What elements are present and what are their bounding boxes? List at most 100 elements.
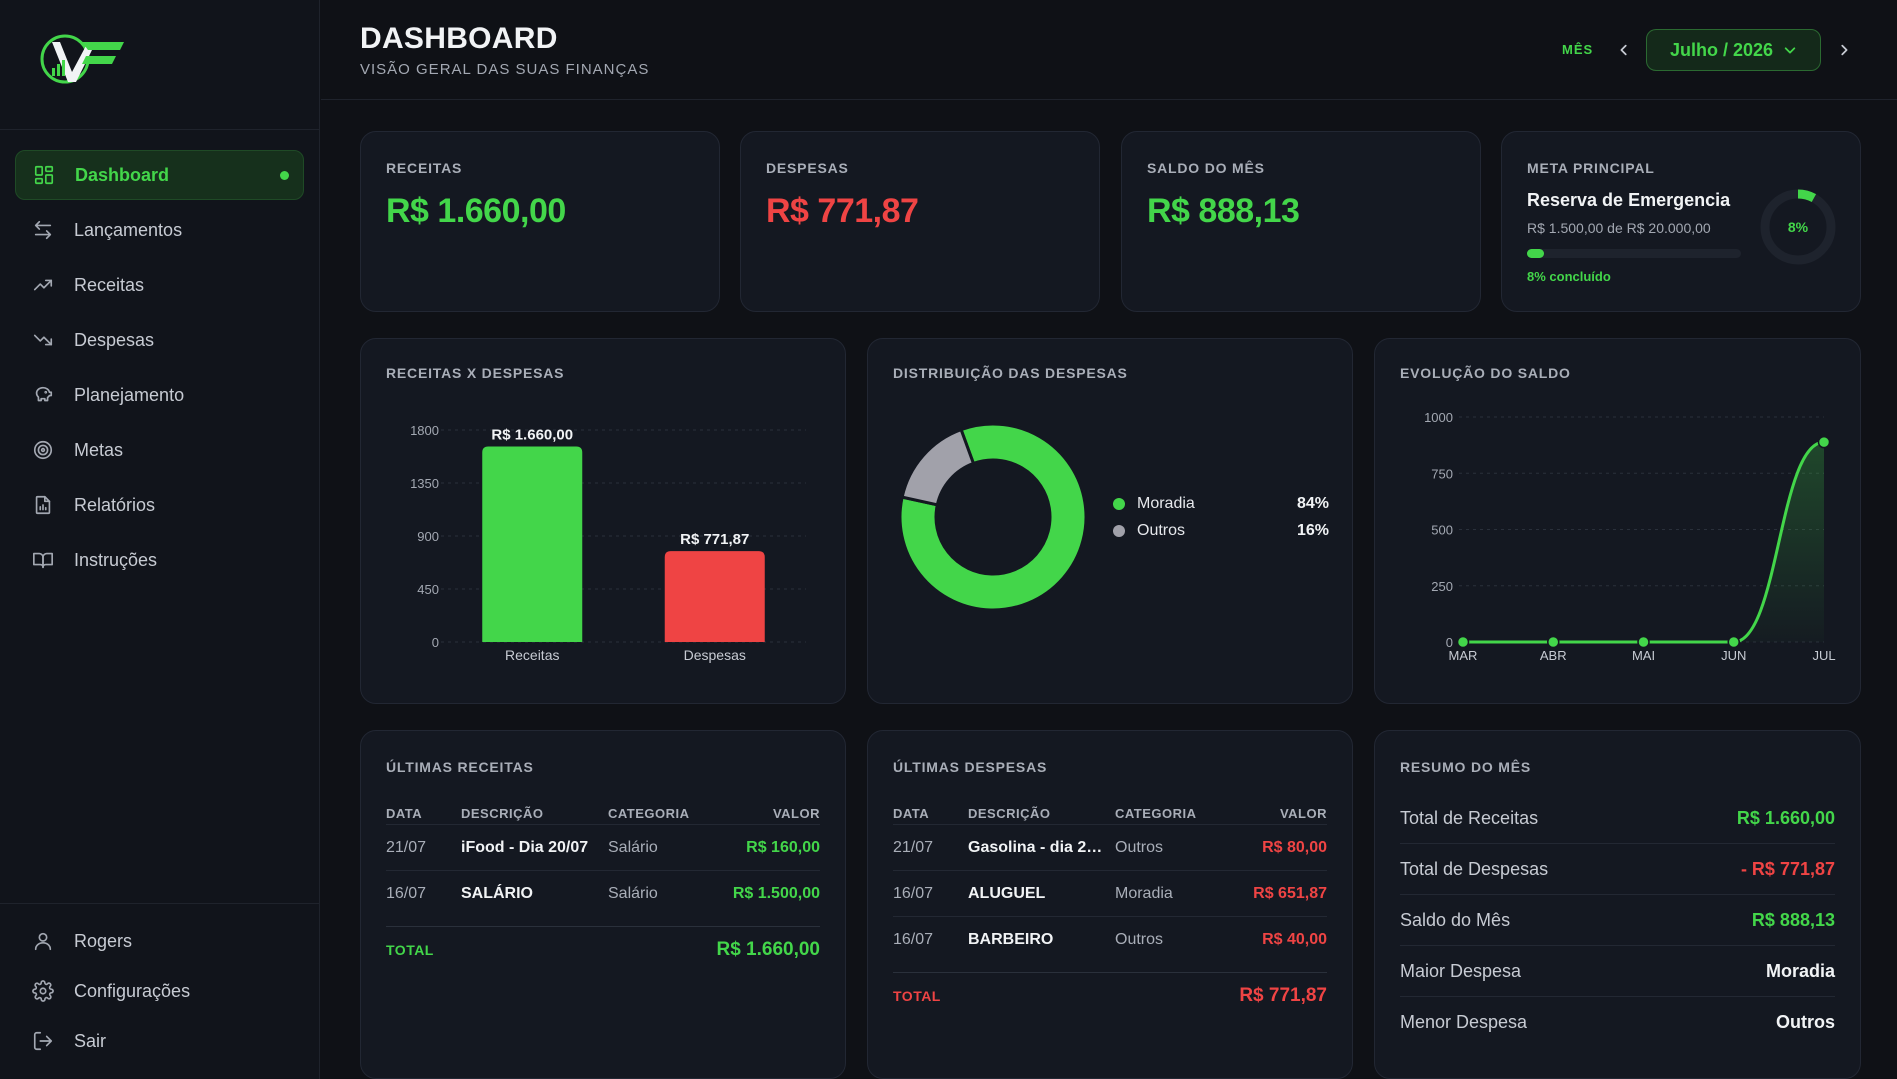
- row-category: Outros: [1115, 931, 1164, 948]
- sidebar-item-instrucoes[interactable]: Instruções: [15, 535, 304, 585]
- bar[interactable]: [664, 551, 765, 642]
- y-tick-label: 1350: [410, 476, 439, 491]
- column-header-category: CATEGORIA: [608, 806, 690, 821]
- summary-row-total-despesas: Total de Despesas - R$ 771,87: [1400, 844, 1835, 895]
- previous-month-button[interactable]: [1614, 38, 1634, 62]
- donut-chart-card: DISTRIBUIÇÃO DAS DESPESAS Moradia 84% Ou…: [867, 338, 1353, 704]
- app-logo[interactable]: [38, 32, 126, 86]
- month-select[interactable]: Julho / 2026: [1646, 29, 1821, 71]
- x-tick-label: MAR: [1449, 648, 1478, 663]
- arrows-swap-icon: [31, 218, 55, 242]
- x-tick-label: ABR: [1540, 648, 1567, 663]
- sidebar-item-relatorios[interactable]: Relatórios: [15, 480, 304, 530]
- row-category: Outros: [1115, 839, 1164, 856]
- report-icon: [31, 493, 55, 517]
- table-row[interactable]: 21/07 iFood - Dia 20/07 Salário R$ 160,0…: [386, 824, 820, 870]
- sidebar-nav: Dashboard Lançamentos Receitas Despesas: [0, 130, 319, 585]
- sidebar-item-label: Lançamentos: [74, 219, 183, 240]
- total-label: TOTAL: [386, 942, 434, 958]
- goal-card[interactable]: META PRINCIPAL Reserva de Emergencia R$ …: [1501, 131, 1861, 312]
- logout-icon: [31, 1029, 55, 1053]
- row-date: 16/07: [893, 885, 934, 902]
- table-row[interactable]: 21/07 Gasolina - dia 20... Outros R$ 80,…: [893, 824, 1327, 870]
- line-area: [1463, 442, 1824, 642]
- bar[interactable]: [482, 446, 583, 642]
- bar-value-label: R$ 1.660,00: [491, 426, 573, 443]
- sidebar-item-metas[interactable]: Metas: [15, 425, 304, 475]
- logo-area: [0, 0, 319, 130]
- row-date: 16/07: [893, 931, 934, 948]
- sidebar-item-configuracoes[interactable]: Configurações: [15, 968, 304, 1014]
- chart-title: DISTRIBUIÇÃO DAS DESPESAS: [893, 365, 1128, 381]
- month-summary-card: RESUMO DO MÊS Total de Receitas R$ 1.660…: [1374, 730, 1861, 1079]
- line-point[interactable]: [1547, 635, 1560, 649]
- row-category: Moradia: [1115, 885, 1173, 902]
- table-row[interactable]: 16/07 BARBEIRO Outros R$ 40,00: [893, 916, 1327, 962]
- legend-label: Outros: [1137, 522, 1186, 539]
- row-value: R$ 40,00: [1262, 931, 1327, 948]
- line-point[interactable]: [1637, 635, 1650, 649]
- latest-expenses-card: ÚLTIMAS DESPESAS DATA DESCRIÇÃO CATEGORI…: [867, 730, 1353, 1079]
- table-row[interactable]: 16/07 SALÁRIO Salário R$ 1.500,00: [386, 870, 820, 916]
- sidebar-item-label: Rogers: [74, 930, 133, 951]
- column-header-category: CATEGORIA: [1115, 806, 1197, 821]
- goal-name: Reserva de Emergencia: [1527, 190, 1731, 210]
- sidebar-item-lancamentos[interactable]: Lançamentos: [15, 205, 304, 255]
- sidebar-item-receitas[interactable]: Receitas: [15, 260, 304, 310]
- column-header-date: DATA: [893, 806, 930, 821]
- donut-slice[interactable]: [898, 422, 1088, 612]
- sidebar: Dashboard Lançamentos Receitas Despesas: [0, 0, 320, 1079]
- sidebar-item-label: Instruções: [74, 549, 158, 570]
- kpi-label: DESPESAS: [766, 160, 849, 176]
- row-value: R$ 1.500,00: [732, 885, 820, 902]
- sidebar-item-label: Dashboard: [75, 164, 170, 185]
- row-description: iFood - Dia 20/07: [461, 839, 589, 856]
- month-select-value: Julho / 2026: [1669, 39, 1774, 60]
- line-point[interactable]: [1456, 635, 1470, 649]
- chart-title: EVOLUÇÃO DO SALDO: [1400, 365, 1571, 381]
- sidebar-item-despesas[interactable]: Despesas: [15, 315, 304, 365]
- next-month-button[interactable]: [1834, 38, 1854, 62]
- legend-label: Moradia: [1137, 495, 1195, 512]
- sidebar-item-sair[interactable]: Sair: [15, 1018, 304, 1064]
- line-point[interactable]: [1817, 435, 1831, 449]
- table-row[interactable]: 16/07 ALUGUEL Moradia R$ 651,87: [893, 870, 1327, 916]
- card-title: ÚLTIMAS RECEITAS: [386, 759, 534, 775]
- kpi-value: R$ 888,13: [1147, 192, 1300, 230]
- row-description: SALÁRIO: [461, 885, 533, 902]
- latest-income-card: ÚLTIMAS RECEITAS DATA DESCRIÇÃO CATEGORI…: [360, 730, 846, 1079]
- legend-item-outros: Outros 16%: [1113, 519, 1329, 543]
- y-tick-label: 0: [432, 635, 439, 650]
- x-tick-label: Receitas: [505, 647, 559, 663]
- sidebar-item-label: Receitas: [74, 274, 145, 295]
- sidebar-item-label: Relatórios: [74, 494, 156, 515]
- summary-row-maior-despesa: Maior Despesa Moradia: [1400, 946, 1835, 997]
- kpi-card-saldo: SALDO DO MÊS R$ 888,13: [1121, 131, 1481, 312]
- column-header-date: DATA: [386, 806, 423, 821]
- page-subtitle: VISÃO GERAL DAS SUAS FINANÇAS: [360, 61, 650, 78]
- line-point[interactable]: [1727, 635, 1740, 649]
- goal-progress-fill: [1527, 249, 1545, 258]
- sidebar-item-dashboard[interactable]: Dashboard: [15, 150, 304, 200]
- chevron-right-icon: [1841, 44, 1848, 56]
- total-label: TOTAL: [893, 988, 941, 1004]
- donut-slice[interactable]: [900, 427, 976, 507]
- line-chart-card: EVOLUÇÃO DO SALDO 0 250 500 750 1000 MAR ABR MA…: [1374, 338, 1861, 704]
- sidebar-item-planejamento[interactable]: Planejamento: [15, 370, 304, 420]
- sidebar-item-user[interactable]: Rogers: [15, 918, 304, 964]
- x-tick-label: JUN: [1721, 648, 1746, 663]
- summary-list: Total de Receitas R$ 1.660,00 Total de D…: [1375, 793, 1860, 1053]
- column-header-description: DESCRIÇÃO: [461, 806, 544, 821]
- legend-swatch: [1113, 498, 1125, 510]
- sidebar-footer: Rogers Configurações Sair: [0, 903, 319, 1079]
- piggy-bank-icon: [31, 383, 55, 407]
- bar-value-label: R$ 771,87: [680, 531, 749, 548]
- legend-swatch: [1113, 525, 1125, 537]
- card-title: ÚLTIMAS DESPESAS: [893, 759, 1048, 775]
- summary-row-saldo: Saldo do Mês R$ 888,13: [1400, 895, 1835, 946]
- legend-percent: 84%: [1296, 495, 1329, 512]
- line-series: [1463, 440, 1825, 644]
- x-tick-label: MAI: [1632, 648, 1655, 663]
- goal-label: META PRINCIPAL: [1527, 160, 1655, 176]
- row-description: Gasolina - dia 20...: [968, 839, 1108, 856]
